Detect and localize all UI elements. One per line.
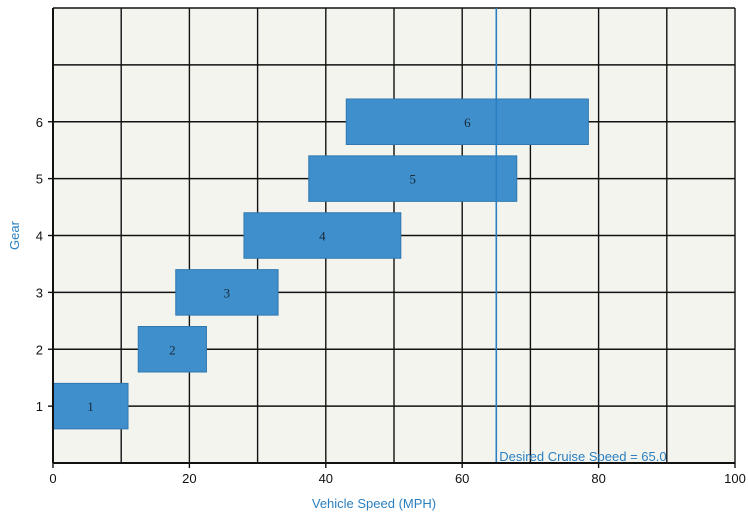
gear-bar-6: [345, 98, 589, 145]
x-tick-label: 100: [724, 471, 746, 486]
gear-bar-5: [308, 155, 518, 202]
gear-bar-label: 3: [224, 285, 231, 300]
cruise-speed-reference: Desired Cruise Speed = 65.0: [495, 8, 667, 464]
gear-bar-label: 6: [464, 115, 471, 130]
gear-bar-label: 4: [319, 229, 326, 244]
gear-bar-3: [175, 269, 279, 316]
gear-bar-2: [137, 326, 207, 373]
y-tick-label: 3: [36, 285, 43, 300]
y-tick-label: 5: [36, 172, 43, 187]
y-tick-label: 2: [36, 342, 43, 357]
x-tick-label: 0: [49, 471, 56, 486]
gear-bar-4: [243, 212, 402, 259]
x-axis-title: Vehicle Speed (MPH): [312, 496, 436, 511]
y-tick-label: 6: [36, 115, 43, 130]
gear-bar-label: 1: [87, 399, 94, 414]
gear-bar-1: [52, 382, 129, 430]
axes: 0 20 40 60 80 100 1 2 3 4 5 6: [36, 8, 746, 486]
y-axis-title: Gear: [7, 220, 22, 250]
y-tick-label: 4: [36, 229, 43, 244]
y-tick-label: 1: [36, 399, 43, 414]
x-tick-label: 60: [455, 471, 469, 486]
cruise-speed-annotation: Desired Cruise Speed = 65.0: [499, 449, 666, 464]
gear-bar-label: 2: [169, 342, 176, 357]
x-tick-label: 80: [591, 471, 605, 486]
x-tick-label: 20: [182, 471, 196, 486]
x-tick-label: 40: [319, 471, 333, 486]
gear-bars: 1 2 3 4 5 6: [52, 98, 589, 430]
gear-bar-label: 5: [410, 172, 417, 187]
